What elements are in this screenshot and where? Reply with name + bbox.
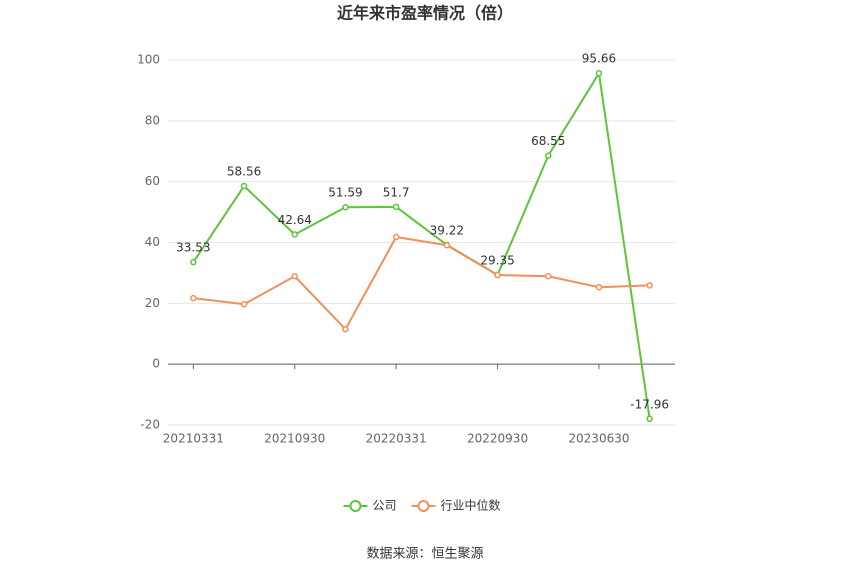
- y-tick-label: -20: [140, 418, 160, 432]
- point: [291, 231, 298, 238]
- value-label: 68.55: [531, 134, 565, 148]
- point: [595, 283, 603, 291]
- point: [291, 273, 298, 280]
- x-tick-label: 20210930: [264, 432, 325, 446]
- point: [240, 300, 248, 308]
- point: [595, 69, 603, 77]
- x-tick-label: 20220331: [366, 432, 427, 446]
- y-tick-label: 0: [152, 357, 160, 371]
- source: 数据来源：恒生聚源: [366, 547, 483, 562]
- point: [545, 273, 552, 280]
- series-line: [192, 70, 651, 419]
- x-tick-label: 20230630: [568, 432, 629, 446]
- point: [646, 415, 653, 423]
- legend-label: 行业中位数: [441, 498, 501, 513]
- value-label: 42.64: [278, 213, 312, 227]
- point: [646, 282, 653, 289]
- y-tick-label: 100: [137, 53, 160, 67]
- point: [443, 241, 451, 249]
- y-tick-label: 20: [145, 296, 160, 310]
- y-tick-label: 40: [145, 235, 160, 249]
- value-label: 58.56: [227, 165, 261, 179]
- value-label: 33.53: [176, 241, 210, 255]
- value-label: 51.7: [383, 185, 410, 199]
- legend-marker: [349, 500, 362, 512]
- y-tick-label: 60: [145, 174, 160, 188]
- value-label: 29.35: [480, 253, 514, 267]
- point: [494, 271, 501, 279]
- value-label: 39.22: [430, 223, 464, 237]
- point: [342, 325, 349, 333]
- x-tick-label: 20210331: [163, 432, 224, 446]
- x-tick-label: 20220930: [467, 432, 528, 446]
- point: [545, 152, 552, 159]
- value-label: -17.96: [630, 397, 669, 411]
- value-label: 51.59: [328, 186, 362, 200]
- point: [190, 294, 197, 302]
- point: [240, 182, 248, 190]
- legend-marker: [417, 500, 430, 512]
- series-line: [193, 235, 650, 331]
- point: [190, 258, 197, 266]
- point: [392, 203, 400, 211]
- point: [342, 203, 349, 211]
- chart-title: 近年来市盈率情况（倍）: [337, 4, 513, 23]
- value-label: 95.66: [582, 52, 616, 66]
- legend-label: 公司: [373, 499, 397, 513]
- point: [392, 233, 400, 241]
- y-tick-label: 80: [145, 113, 160, 127]
